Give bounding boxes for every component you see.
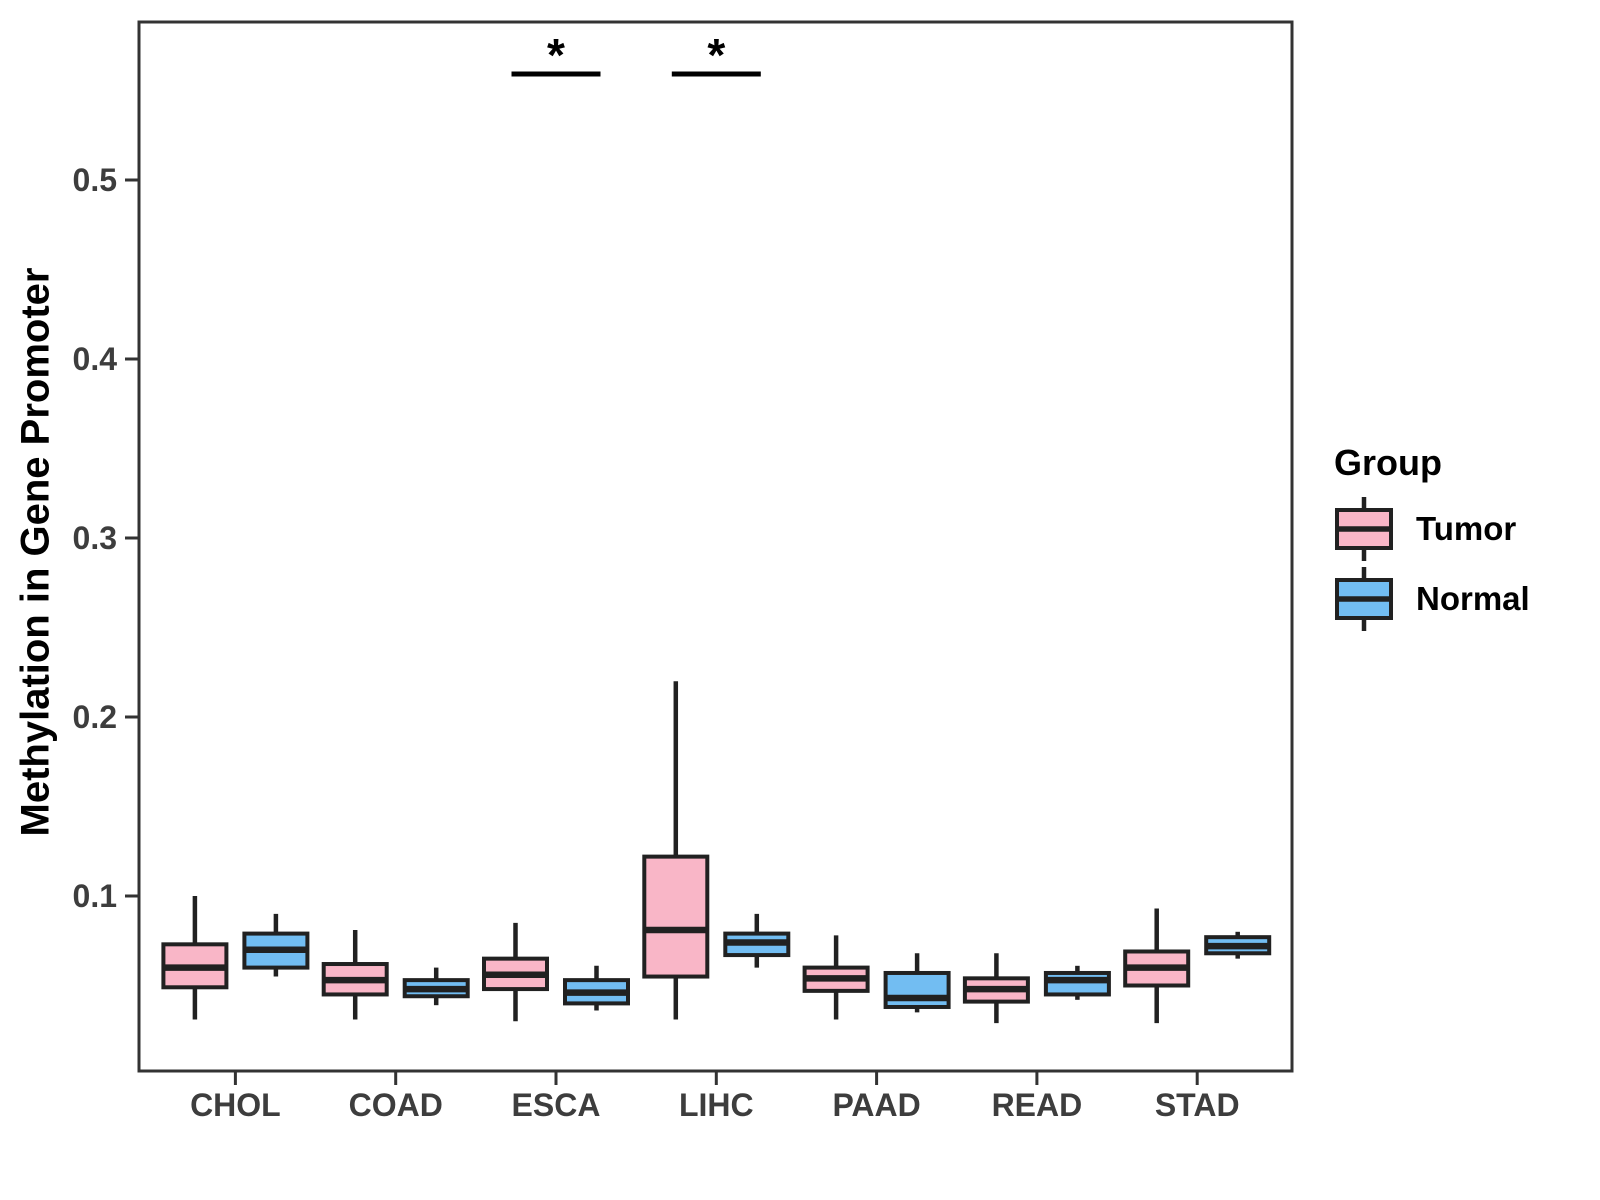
sig-star-ESCA: * bbox=[547, 29, 565, 81]
x-tick-label-READ: READ bbox=[992, 1087, 1083, 1123]
panel-border bbox=[137, 20, 1294, 1073]
y-tick-label: 0.2 bbox=[73, 699, 117, 735]
x-tick-label-STAD: STAD bbox=[1155, 1087, 1240, 1123]
y-tick-label: 0.4 bbox=[73, 341, 118, 377]
y-tick-label: 0.1 bbox=[73, 878, 117, 914]
x-tick-label-PAAD: PAAD bbox=[832, 1087, 920, 1123]
legend-title: Group bbox=[1334, 442, 1442, 483]
x-tick-label-ESCA: ESCA bbox=[512, 1087, 601, 1123]
legend-label-tumor: Tumor bbox=[1416, 510, 1517, 547]
sig-star-LIHC: * bbox=[707, 29, 725, 81]
x-tick-label-CHOL: CHOL bbox=[190, 1087, 281, 1123]
legend-item-normal: Normal bbox=[1332, 564, 1530, 634]
tumor-boxplot-key-icon bbox=[1335, 497, 1393, 561]
legend: Group Tumor Normal bbox=[1332, 442, 1530, 634]
x-tick-label-LIHC: LIHC bbox=[679, 1087, 754, 1123]
box-PAAD-normal bbox=[883, 970, 951, 1009]
y-tick-label: 0.5 bbox=[73, 162, 117, 198]
legend-label-normal: Normal bbox=[1416, 580, 1530, 617]
legend-item-tumor: Tumor bbox=[1332, 494, 1530, 564]
y-tick-label: 0.3 bbox=[73, 520, 117, 556]
x-tick-label-COAD: COAD bbox=[349, 1087, 443, 1123]
box-LIHC-tumor bbox=[642, 854, 710, 979]
box-READ-normal bbox=[1043, 970, 1111, 997]
normal-boxplot-key-icon bbox=[1335, 567, 1393, 631]
